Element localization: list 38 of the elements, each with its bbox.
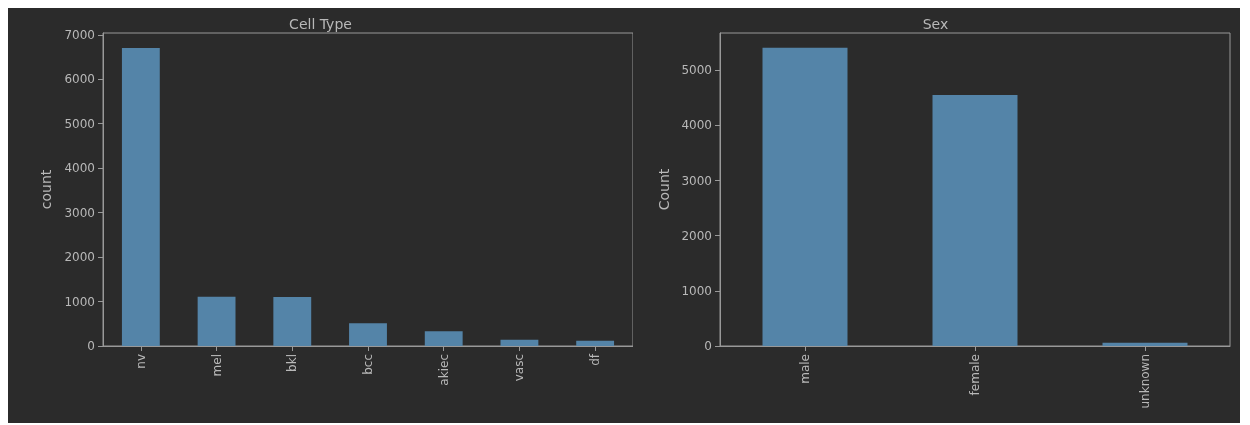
y-axis-title: Count (655, 168, 672, 211)
bar (197, 296, 236, 346)
y-tick-label: 6000 (64, 72, 95, 87)
x-tick-label: nv (133, 354, 148, 369)
bar (932, 95, 1018, 346)
y-tick-label: 0 (87, 339, 95, 353)
bar (500, 339, 539, 346)
bar (349, 323, 387, 346)
y-tick-label: 2000 (64, 250, 95, 265)
x-tick-label: male (798, 354, 812, 384)
y-tick-label: 1000 (681, 283, 712, 298)
y-tick-label: 4000 (681, 118, 712, 133)
y-axis-title: count (38, 169, 54, 210)
x-tick-label: bkl (285, 354, 300, 372)
x-tick-label: akiec (436, 354, 451, 386)
x-tick-label: bcc (361, 354, 375, 375)
y-tick-label: 7000 (64, 27, 95, 42)
y-tick-label: 2000 (681, 228, 712, 243)
bar (762, 47, 848, 346)
y-tick-label: 5000 (681, 63, 712, 78)
x-tick-label: df (588, 353, 603, 366)
y-tick-label: 5000 (64, 116, 95, 131)
x-tick-label: unknown (1138, 354, 1152, 409)
bar (121, 48, 160, 346)
chart-title: Cell Type (289, 16, 352, 32)
bar (424, 331, 463, 346)
x-tick-label: female (968, 354, 982, 396)
y-tick-label: 3000 (64, 205, 95, 220)
bar (1102, 342, 1188, 346)
chart-title: Sex (922, 16, 949, 32)
bar (576, 340, 615, 346)
y-tick-label: 4000 (64, 161, 95, 176)
x-tick-label: vasc (512, 354, 527, 382)
bar (273, 297, 312, 346)
y-tick-label: 1000 (64, 294, 95, 309)
y-tick-label: 3000 (681, 173, 712, 188)
x-tick-label: mel (209, 354, 224, 377)
y-tick-label: 0 (704, 339, 712, 353)
